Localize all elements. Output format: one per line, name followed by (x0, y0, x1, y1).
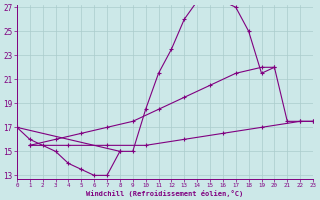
X-axis label: Windchill (Refroidissement éolien,°C): Windchill (Refroidissement éolien,°C) (86, 190, 244, 197)
